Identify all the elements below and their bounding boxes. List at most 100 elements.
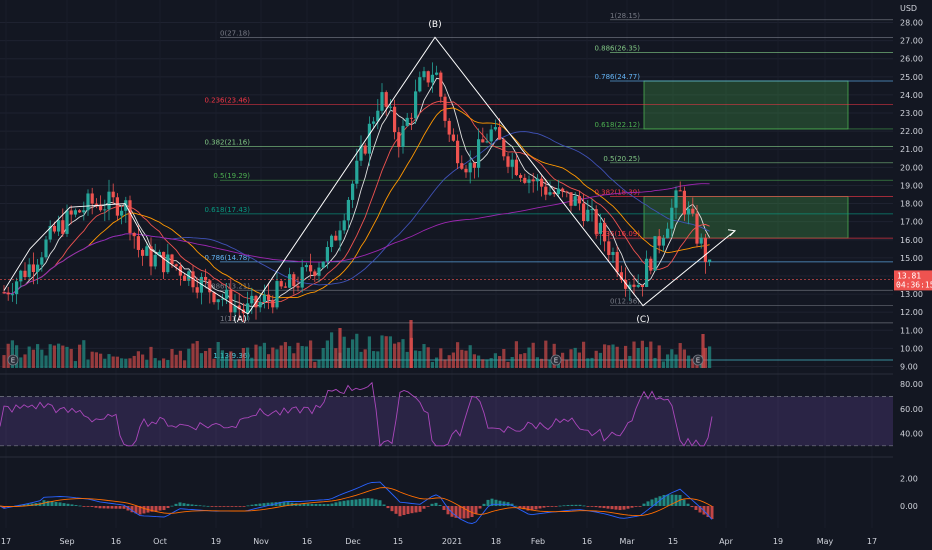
macd-histogram-bar — [126, 506, 130, 511]
time-tick: Dec — [345, 537, 360, 546]
macd-histogram-bar — [610, 506, 614, 510]
candle-body — [367, 123, 371, 154]
candle-body — [233, 305, 237, 313]
macd-histogram-bar — [218, 506, 222, 507]
volume-bar — [271, 347, 275, 368]
earnings-marker-label: E — [554, 357, 558, 365]
candle-body — [582, 203, 586, 222]
macd-histogram-bar — [134, 506, 138, 514]
volume-bar — [157, 360, 161, 368]
volume-bar — [52, 345, 56, 368]
volume-bar — [309, 340, 313, 368]
candle-body — [556, 188, 560, 195]
macd-histogram-bar — [654, 497, 658, 506]
macd-histogram-bar — [266, 502, 270, 506]
time-tick: Feb — [531, 537, 545, 546]
candle-body — [481, 139, 485, 143]
volume-bar — [439, 348, 443, 368]
volume-bar — [489, 358, 493, 368]
candle-body — [103, 209, 107, 211]
candle-body — [6, 292, 10, 295]
macd-histogram-bar — [442, 506, 446, 511]
macd-tick: 2.00 — [900, 475, 918, 484]
macd-histogram-bar — [58, 502, 62, 506]
candle-body — [577, 196, 581, 204]
volume-bar — [594, 350, 598, 368]
macd-histogram-bar — [2, 506, 6, 509]
candle-body — [325, 247, 329, 262]
candle-body — [611, 251, 615, 256]
wave-label-a: (A) — [233, 315, 246, 325]
macd-histogram-bar — [662, 494, 666, 506]
macd-histogram-bar — [166, 506, 170, 509]
macd-histogram-bar — [186, 503, 190, 506]
volume-bar — [279, 345, 283, 368]
candle-body — [351, 183, 355, 200]
candle-body — [443, 96, 447, 121]
macd-histogram-bar — [382, 504, 386, 506]
volume-bar — [86, 359, 90, 368]
candle-body — [393, 106, 397, 133]
volume-bar — [409, 320, 413, 368]
volume-bar — [78, 344, 82, 368]
volume-bar — [241, 347, 245, 368]
candle-body — [136, 236, 140, 250]
volume-bar — [519, 354, 523, 368]
volume-bar — [204, 350, 208, 368]
macd-histogram-bar — [366, 498, 370, 506]
candle-body — [346, 199, 350, 221]
time-axis[interactable]: 17 Sep 16 Oct 19 Nov 16 Dec 15 2021 18 Feb 16 Mar 15 Ap… — [1, 537, 877, 546]
volume-bar — [506, 361, 510, 368]
volume-bar — [61, 345, 65, 368]
macd-histogram-bar — [406, 506, 410, 515]
macd-histogram-bar — [198, 505, 202, 507]
candle-body — [216, 299, 220, 303]
volume-bar — [23, 354, 27, 368]
volume-bar — [36, 344, 40, 368]
macd-histogram-bar — [670, 494, 674, 506]
volume-bar — [296, 342, 300, 368]
volume-bar — [502, 348, 506, 368]
volume-bar — [107, 354, 111, 368]
volume-bar — [317, 359, 321, 368]
volume-bar — [103, 358, 107, 368]
macd-histogram-bar — [502, 501, 506, 506]
volume-bar — [225, 356, 229, 368]
wave-path-lead — [3, 203, 249, 315]
candle-body — [330, 235, 334, 248]
volume-bar — [380, 335, 384, 368]
volume-bar — [678, 343, 682, 368]
macd-histogram-bar — [430, 503, 434, 506]
volume-bar — [10, 340, 14, 368]
candle-body — [225, 289, 229, 299]
time-tick: 16 — [302, 537, 312, 546]
macd-histogram-bar — [110, 506, 114, 509]
candle-body — [544, 186, 548, 195]
macd-histogram-bar — [258, 503, 262, 506]
macd-histogram-bar — [694, 506, 698, 510]
volume-bar — [376, 351, 380, 368]
candle-body — [661, 238, 665, 246]
candle-body — [317, 267, 321, 276]
candle-body — [355, 160, 359, 184]
candle-body — [73, 210, 77, 215]
price-axis[interactable]: 28.00 27.00 26.00 25.00 24.00 23.00 22.00 21.00… — [900, 4, 923, 511]
volume-bar — [246, 347, 250, 368]
volume-bar — [262, 342, 266, 368]
macd-histogram-bar — [562, 505, 566, 507]
volume-bar — [577, 352, 581, 368]
candle-body — [82, 210, 86, 213]
candle-body — [472, 162, 476, 168]
volume-bar — [414, 350, 418, 368]
candle-body — [275, 281, 279, 308]
candle-body — [170, 254, 174, 265]
macd-histogram-bar — [62, 503, 66, 506]
volume-bar — [405, 351, 409, 368]
candle-body — [271, 299, 275, 308]
volume-bar — [334, 348, 338, 368]
macd-histogram-bar — [474, 506, 478, 514]
time-tick: Mar — [619, 537, 635, 546]
fib-label-right: 0.382(18.39) — [594, 188, 640, 196]
macd-histogram-bar — [66, 503, 70, 506]
